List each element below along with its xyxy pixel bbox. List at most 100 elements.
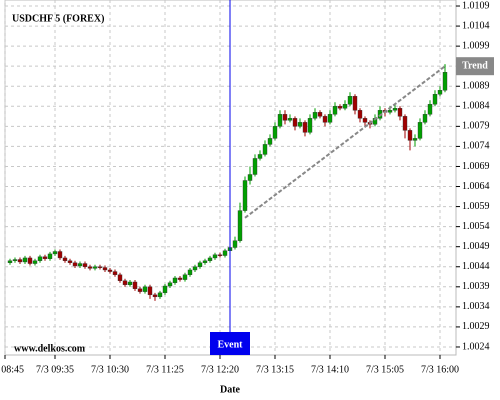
y-tick-label: 1.0109	[462, 0, 490, 11]
candle-body	[82, 263, 88, 267]
watermark: www.delkos.com	[14, 343, 86, 354]
y-tick-label: 1.0079	[462, 121, 490, 132]
y-tick-label: 1.0059	[462, 201, 490, 212]
candle-body	[327, 114, 333, 123]
candle-body	[22, 257, 28, 263]
x-tick-label: 7/3 11:25	[146, 364, 184, 375]
candle-body	[242, 180, 248, 211]
candle-body	[197, 262, 203, 267]
candle-body	[402, 116, 408, 131]
candle-body	[337, 106, 343, 109]
candle-body	[307, 118, 313, 133]
candle-body	[422, 114, 428, 123]
candle-body	[302, 122, 308, 133]
candle-body	[312, 112, 318, 119]
y-tick-label: 1.0024	[462, 341, 490, 352]
candle-body	[107, 269, 113, 272]
y-tick-label: 1.0049	[462, 241, 490, 252]
candle-body	[42, 256, 48, 259]
candle-body	[177, 277, 183, 280]
candle-body	[102, 267, 108, 271]
candle-body	[167, 282, 173, 287]
y-tick-label: 1.0069	[462, 161, 490, 172]
candle-body	[417, 122, 423, 139]
candle-body	[397, 108, 403, 117]
candle-body	[137, 288, 143, 292]
candle-body	[212, 254, 218, 259]
candle-body	[332, 106, 338, 115]
x-axis-label: Date	[220, 384, 241, 395]
candle-body	[267, 138, 273, 145]
candle-body	[182, 274, 188, 280]
candle-body	[262, 144, 268, 155]
grid	[4, 0, 456, 355]
candle-body	[322, 116, 328, 123]
x-tick-label: 7/3 09:35	[36, 364, 74, 375]
candle-body	[392, 108, 398, 111]
y-tick-label: 1.0084	[462, 101, 490, 112]
chart-title: USDCHF 5 (FOREX)	[12, 13, 104, 24]
x-tick-label: 7/3 10:30	[91, 364, 129, 375]
y-tick-label: 1.0074	[462, 141, 490, 152]
candle-body	[342, 104, 348, 109]
x-tick-label: 7/3 16:00	[421, 364, 459, 375]
candle-body	[192, 266, 198, 271]
candle-body	[12, 259, 18, 261]
candle-body	[142, 286, 148, 292]
x-tick-label: 7/3 14:10	[311, 364, 349, 375]
candle-body	[217, 254, 223, 256]
y-tick-label: 1.0034	[462, 301, 490, 312]
candle-body	[47, 253, 53, 259]
y-tick-label: 1.0089	[462, 81, 490, 92]
trend-label: Trend	[462, 60, 488, 71]
candle-body	[222, 250, 228, 256]
candle-body	[72, 262, 78, 267]
candle-body	[97, 266, 103, 268]
candle-body	[127, 281, 133, 286]
candle-body	[172, 277, 178, 283]
x-tick-label: 7/3 08:45	[0, 364, 24, 375]
trend-label-box	[456, 57, 494, 76]
candle-body	[92, 266, 98, 269]
candle-body	[287, 118, 293, 121]
event-label-box	[210, 332, 250, 355]
candle-body	[87, 266, 93, 269]
x-tick-label: 7/3 12:20	[201, 364, 239, 375]
y-tick-label: 1.0044	[462, 261, 490, 272]
candle-body	[67, 260, 73, 263]
event-label: Event	[218, 339, 244, 350]
candle-body	[412, 138, 418, 141]
candle-body	[297, 122, 303, 127]
candle-body	[427, 104, 433, 115]
x-tick-label: 7/3 15:05	[366, 364, 404, 375]
candle-body	[112, 271, 118, 275]
candle-body	[62, 257, 68, 261]
candle-body	[27, 257, 33, 264]
candle-body	[122, 280, 128, 286]
candle-body	[282, 114, 288, 121]
y-tick-label: 1.0099	[462, 40, 490, 51]
candle-body	[257, 154, 263, 159]
candle-body	[147, 286, 153, 296]
y-tick-label: 1.0039	[462, 281, 490, 292]
y-tick-label: 1.0029	[462, 321, 490, 332]
candle-body	[272, 126, 278, 139]
candle-body	[317, 112, 323, 117]
candle-body	[77, 263, 83, 267]
candle-body	[232, 240, 238, 248]
candle-body	[207, 257, 213, 261]
candle-body	[277, 114, 283, 127]
candle-body	[17, 259, 23, 263]
y-tick-label: 1.0054	[462, 221, 490, 232]
candle-body	[32, 260, 38, 264]
candle-body	[442, 72, 448, 91]
candle-body	[237, 210, 243, 241]
candle-body	[37, 256, 43, 261]
candle-body	[347, 96, 353, 105]
y-tick-label: 1.0064	[462, 181, 490, 192]
candle-body	[407, 130, 413, 141]
candle-body	[357, 110, 363, 119]
candle-body	[117, 274, 123, 281]
y-tick-label: 1.0104	[462, 20, 490, 31]
